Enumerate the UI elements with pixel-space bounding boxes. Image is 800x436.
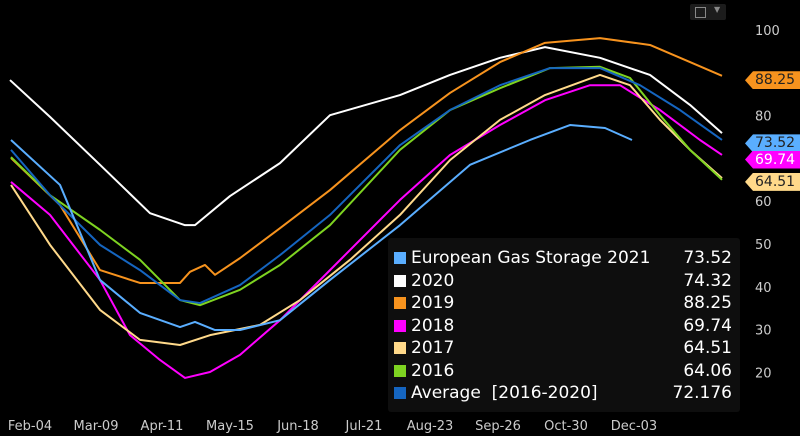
series-line-2019 (10, 37, 723, 284)
x-tick-label: Aug-23 (407, 419, 454, 434)
legend-swatch (394, 342, 406, 354)
y-tick-label: 60 (755, 195, 772, 210)
legend: European Gas Storage 2021 73.52 2020 74.32 2… (388, 238, 740, 412)
legend-value: 74.32 (683, 270, 732, 291)
x-tick-label: Oct-30 (544, 419, 588, 434)
legend-swatch (394, 364, 406, 377)
legend-swatch (394, 252, 406, 264)
legend-label: 2016 (411, 360, 455, 381)
series-line-2017 (10, 73, 723, 347)
legend-label: 2018 (411, 315, 455, 336)
series-line-average-2016-2020 (10, 67, 723, 305)
legend-item: 2019 88.25 (394, 292, 732, 314)
legend-label: 2020 (411, 270, 455, 291)
legend-swatch (394, 274, 406, 287)
legend-item: 2016 64.06 (394, 360, 732, 382)
legend-item: Average [2016-2020] 72.176 (394, 382, 732, 404)
y-tick-label: 20 (755, 366, 772, 381)
legend-value: 64.51 (683, 338, 732, 358)
legend-label: 2017 (411, 338, 455, 358)
y-tick-label: 50 (755, 238, 772, 253)
legend-value: 88.25 (683, 293, 732, 313)
last-value-tag: 88.25 (745, 71, 800, 90)
legend-item: 2020 74.32 (394, 270, 732, 292)
x-tick-label: Apr-11 (141, 419, 184, 434)
legend-value: 73.52 (683, 248, 732, 268)
x-tick-label: Mar-09 (74, 419, 119, 434)
chart-type-button[interactable]: ▼ (690, 4, 726, 20)
legend-label: 2019 (411, 293, 455, 313)
x-tick-label: Sep-26 (475, 419, 521, 434)
x-tick-label: Dec-03 (611, 419, 657, 434)
y-tick-label: 80 (755, 110, 772, 125)
series-line-european-gas-storage-2021 (10, 124, 633, 332)
y-tick-label: 40 (755, 281, 772, 296)
x-tick-label: Jun-18 (276, 419, 319, 434)
legend-value: 64.06 (683, 360, 732, 381)
legend-item: European Gas Storage 2021 73.52 (394, 247, 732, 269)
x-tick-label: Jul-21 (345, 419, 383, 434)
last-value-tag: 64.51 (745, 172, 800, 191)
legend-label: European Gas Storage 2021 (411, 248, 651, 268)
legend-item: 2018 69.74 (394, 315, 732, 337)
last-value-tag: 69.74 (745, 150, 800, 169)
x-tick-label: Feb-04 (8, 419, 52, 434)
line-chart-icon (695, 7, 706, 18)
legend-value: 69.74 (683, 315, 732, 336)
legend-swatch (394, 319, 406, 332)
series-line-2020 (9, 46, 723, 227)
chevron-down-icon: ▼ (714, 5, 721, 14)
legend-swatch (394, 297, 406, 309)
legend-label: Average [2016-2020] (411, 383, 598, 403)
series-line-2018 (10, 84, 723, 379)
y-tick-label: 100 (755, 24, 780, 39)
legend-item: 2017 64.51 (394, 337, 732, 359)
y-tick-label: 30 (755, 324, 772, 339)
last-value-tag: 73.52 (745, 134, 800, 153)
x-tick-label: May-15 (206, 419, 254, 434)
legend-swatch (394, 387, 406, 399)
legend-value: 72.176 (672, 383, 732, 403)
